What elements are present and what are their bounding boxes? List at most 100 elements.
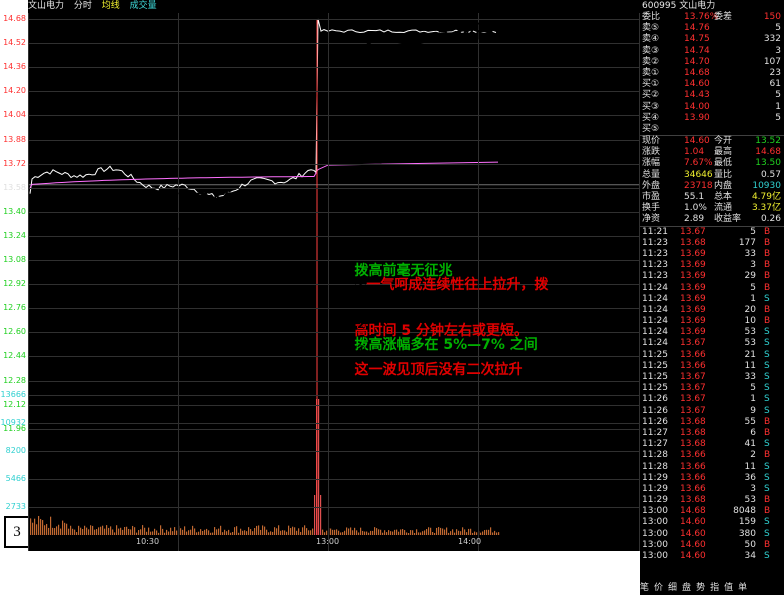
volume-bar — [280, 530, 282, 535]
quote-footer-tab[interactable]: 单 — [738, 583, 748, 593]
volume-bar — [116, 525, 118, 535]
quote-stat-label2: 内盘 — [714, 180, 733, 191]
tick-row: 11:28 13.66 2 B — [640, 450, 784, 461]
volume-bar — [348, 528, 350, 535]
tick-price: 13.68 — [680, 427, 706, 438]
volume-bar — [82, 529, 84, 535]
chart-title-mode[interactable]: 分时 — [73, 1, 92, 11]
volume-bar — [330, 528, 332, 535]
tick-row: 11:24 13.69 10 B — [640, 316, 784, 327]
volume-bar — [158, 532, 160, 535]
volume-bar — [92, 525, 94, 535]
volume-bar — [152, 531, 154, 535]
tick-side: S — [764, 293, 770, 304]
tick-quantity: 2 — [750, 450, 756, 461]
volume-bar — [392, 531, 394, 535]
volume-bar — [376, 528, 378, 535]
y-axis-label-left: 11.96 — [3, 423, 26, 433]
tick-quantity: 20 — [744, 304, 756, 315]
volume-bar — [258, 525, 260, 535]
volume-bar — [484, 530, 486, 535]
volume-bar — [378, 529, 380, 535]
gridline-horizontal — [28, 115, 640, 117]
quote-stat-label2: 流通 — [714, 203, 733, 214]
volume-bar — [390, 531, 392, 535]
volume-bar — [114, 532, 116, 535]
tick-row: 11:27 13.68 6 B — [640, 428, 784, 439]
tick-row: 11:24 13.69 53 S — [640, 327, 784, 338]
volume-bar — [166, 529, 168, 535]
order-book: 委比 13.76% 150 委差 卖⑤ 14.76 5 卖④ 14.75 332 卖③ 14.74 3 卖… — [640, 12, 784, 135]
volume-bar — [220, 525, 222, 535]
tick-side: S — [764, 483, 770, 494]
quote-footer-tab[interactable]: 值 — [724, 583, 734, 593]
tick-time: 11:26 — [642, 394, 668, 405]
gridline-horizontal — [28, 428, 640, 430]
volume-bar — [338, 530, 340, 535]
volume-bar — [426, 528, 428, 535]
tick-price: 14.60 — [680, 517, 706, 528]
order-book-row: 卖④ 14.75 332 — [640, 34, 784, 45]
tick-quantity: 55 — [744, 416, 756, 427]
volume-bar — [442, 528, 444, 535]
tick-side: B — [764, 495, 771, 506]
volume-bar — [488, 529, 490, 535]
y-axis-label-left: 14.36 — [3, 62, 26, 72]
quote-footer-tab[interactable]: 势 — [696, 583, 706, 593]
volume-bar — [194, 528, 196, 535]
quote-stat-label: 涨跌 — [642, 147, 661, 158]
tick-time: 11:24 — [642, 304, 668, 315]
quote-stat-row: 涨跌 1.04 最高 14.68 — [640, 147, 784, 158]
tick-side: S — [764, 394, 770, 405]
tick-price: 13.68 — [680, 439, 706, 450]
volume-bar — [394, 529, 396, 535]
tick-time: 11:29 — [642, 483, 668, 494]
tick-side: B — [764, 304, 771, 315]
volume-bar — [72, 528, 74, 535]
tick-quantity: 10 — [744, 316, 756, 327]
y-axis-label-volume-left: 2733 — [5, 502, 26, 511]
quote-stat-row: 净资 2.89 收益率 0.26 — [640, 214, 784, 225]
gridline-horizontal — [28, 308, 640, 310]
quote-footer-tab[interactable]: 细 — [668, 583, 678, 593]
tick-row: 13:00 14.60 380 S — [640, 529, 784, 540]
volume-bar — [164, 532, 166, 535]
volume-bar — [334, 529, 336, 535]
tick-row: 11:27 13.68 41 S — [640, 439, 784, 450]
volume-bar — [246, 531, 248, 535]
volume-bar — [336, 529, 338, 535]
volume-bar — [132, 525, 134, 535]
y-axis-label-left: 13.24 — [3, 230, 26, 240]
volume-bar — [362, 530, 364, 535]
quote-footer-tab[interactable]: 指 — [710, 583, 720, 593]
tick-row: 11:25 13.66 21 S — [640, 350, 784, 361]
volume-bar — [156, 530, 158, 535]
tick-quantity: 1 — [750, 394, 756, 405]
annotation-point4: ④ 这一波见顶后没有二次拉升 — [335, 327, 523, 395]
order-book-qty: 5 — [775, 112, 781, 123]
volume-bar — [324, 532, 326, 535]
volume-bar — [446, 527, 448, 535]
chart-title-ma[interactable]: 均线 — [101, 1, 120, 11]
volume-bar — [274, 527, 276, 535]
volume-bar — [418, 532, 420, 535]
volume-bar — [90, 525, 92, 535]
order-book-row: 委比 13.76% 150 委差 — [640, 12, 784, 23]
gridline-horizontal — [28, 187, 640, 189]
volume-bar — [176, 530, 178, 535]
volume-bar — [408, 532, 410, 535]
volume-bar — [148, 527, 150, 535]
volume-bar — [346, 527, 348, 535]
volume-bar — [248, 527, 250, 535]
quote-footer-tab[interactable]: 盘 — [682, 583, 692, 593]
gridline-horizontal — [28, 67, 640, 69]
quote-footer-tabs[interactable]: 笔价细盘势指值单 — [640, 582, 784, 595]
quote-footer-tab[interactable]: 笔 — [640, 583, 650, 593]
chart-title-volume[interactable]: 成交量 — [129, 1, 157, 11]
quote-footer-tab[interactable]: 价 — [654, 583, 664, 593]
tick-quantity: 380 — [738, 528, 756, 539]
volume-bar — [410, 530, 412, 535]
tick-side: S — [764, 327, 770, 338]
volume-bar — [438, 527, 440, 535]
tick-side: S — [764, 528, 770, 539]
